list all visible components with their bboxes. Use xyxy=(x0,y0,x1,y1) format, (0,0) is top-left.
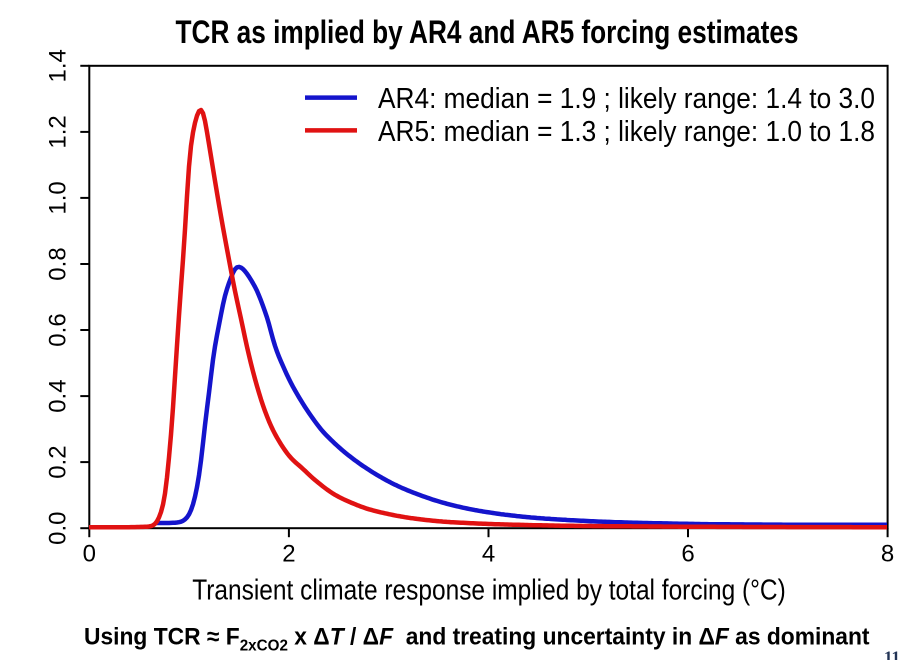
svg-text:2: 2 xyxy=(282,541,295,568)
svg-text:1.2: 1.2 xyxy=(45,115,72,148)
svg-text:0.8: 0.8 xyxy=(45,247,72,280)
svg-text:6: 6 xyxy=(681,541,694,568)
svg-text:0: 0 xyxy=(83,541,96,568)
svg-text:TCR as implied by AR4 and AR5: TCR as implied by AR4 and AR5 forcing es… xyxy=(176,14,799,50)
svg-text:1.0: 1.0 xyxy=(45,181,72,214)
svg-text:11: 11 xyxy=(884,648,900,660)
svg-text:8: 8 xyxy=(881,541,894,568)
svg-text:Using TCR ≈ F2xCO2 x ΔT / ΔF: Using TCR ≈ F2xCO2 x ΔT / ΔF and treatin… xyxy=(84,623,870,655)
svg-text:1.4: 1.4 xyxy=(45,49,72,82)
svg-text:0.4: 0.4 xyxy=(45,379,72,412)
svg-text:Transient climate response imp: Transient climate response implied by to… xyxy=(192,575,786,607)
svg-text:0.0: 0.0 xyxy=(45,512,72,545)
svg-text:AR4: median = 1.9 ; likely ran: AR4: median = 1.9 ; likely range: 1.4 to… xyxy=(378,83,875,115)
svg-text:0.6: 0.6 xyxy=(45,313,72,346)
svg-text:AR5: median = 1.3 ; likely ran: AR5: median = 1.3 ; likely range: 1.0 to… xyxy=(378,116,875,148)
svg-text:0.2: 0.2 xyxy=(45,445,72,478)
svg-text:4: 4 xyxy=(482,541,495,568)
